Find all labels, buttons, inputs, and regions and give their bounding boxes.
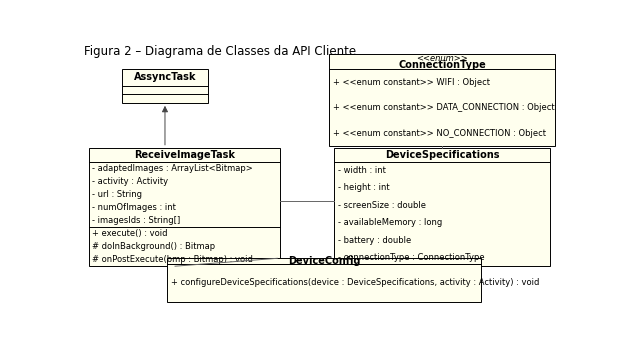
Text: # doInBackground() : Bitmap: # doInBackground() : Bitmap [92,242,215,251]
Text: - width : int: - width : int [337,166,385,175]
Bar [122,69,208,103]
Text: - availableMemory : long: - availableMemory : long [337,218,442,227]
Text: - imagesIds : String[]: - imagesIds : String[] [92,216,180,225]
Text: DeviceSpecifications: DeviceSpecifications [385,150,499,160]
Text: - connectionType : ConnectionType: - connectionType : ConnectionType [337,253,484,262]
Text: - numOfImages : int: - numOfImages : int [92,203,176,212]
Text: - url : String: - url : String [92,190,142,199]
Bar [167,258,482,302]
Text: - adaptedImages : ArrayList<Bitmap>: - adaptedImages : ArrayList<Bitmap> [92,164,253,173]
Bar [334,148,550,266]
Text: + <<enum constant>> NO_CONNECTION : Object: + <<enum constant>> NO_CONNECTION : Obje… [333,129,546,138]
Text: AssyncTask: AssyncTask [134,72,196,82]
Text: # onPostExecute(bmp : Bitmap) : void: # onPostExecute(bmp : Bitmap) : void [92,255,253,264]
Text: - screenSize : double: - screenSize : double [337,201,425,210]
Text: - activity : Activity: - activity : Activity [92,177,168,186]
Text: DeviceConfig: DeviceConfig [288,256,361,266]
Text: - battery : double: - battery : double [337,236,411,245]
Text: Figura 2 – Diagrama de Classes da API Cliente: Figura 2 – Diagrama de Classes da API Cl… [84,45,356,58]
Text: + <<enum constant>> DATA_CONNECTION : Object: + <<enum constant>> DATA_CONNECTION : Ob… [333,103,555,113]
Text: ConnectionType: ConnectionType [398,60,486,70]
Text: + execute() : void: + execute() : void [92,229,168,238]
Text: - height : int: - height : int [337,184,389,193]
Text: ReceiveImageTask: ReceiveImageTask [134,150,235,160]
Bar [329,54,555,146]
Text: + configureDeviceSpecifications(device : DeviceSpecifications, activity : Activi: + configureDeviceSpecifications(device :… [171,278,539,287]
Text: <<enum>>: <<enum>> [417,54,468,63]
Text: + <<enum constant>> WIFI : Object: + <<enum constant>> WIFI : Object [333,78,490,87]
Bar [89,148,280,266]
